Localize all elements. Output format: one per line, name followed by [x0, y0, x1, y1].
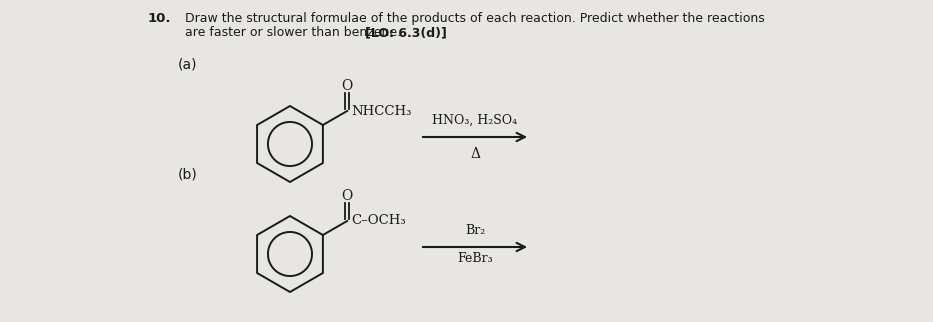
Text: Δ: Δ: [470, 147, 480, 161]
Text: [LO: 6.3(d)]: [LO: 6.3(d)]: [365, 26, 447, 39]
Text: are faster or slower than benzene.: are faster or slower than benzene.: [185, 26, 401, 39]
Text: (a): (a): [178, 57, 198, 71]
Text: (b): (b): [178, 167, 198, 181]
Text: NHCCH₃: NHCCH₃: [351, 105, 411, 118]
Text: O: O: [341, 189, 353, 203]
Text: Draw the structural formulae of the products of each reaction. Predict whether t: Draw the structural formulae of the prod…: [185, 12, 765, 25]
Text: C–OCH₃: C–OCH₃: [351, 214, 406, 228]
Text: HNO₃, H₂SO₄: HNO₃, H₂SO₄: [432, 114, 518, 127]
Text: 10.: 10.: [148, 12, 172, 25]
Text: O: O: [341, 79, 353, 93]
Text: FeBr₃: FeBr₃: [457, 252, 493, 265]
Text: Br₂: Br₂: [465, 224, 485, 237]
